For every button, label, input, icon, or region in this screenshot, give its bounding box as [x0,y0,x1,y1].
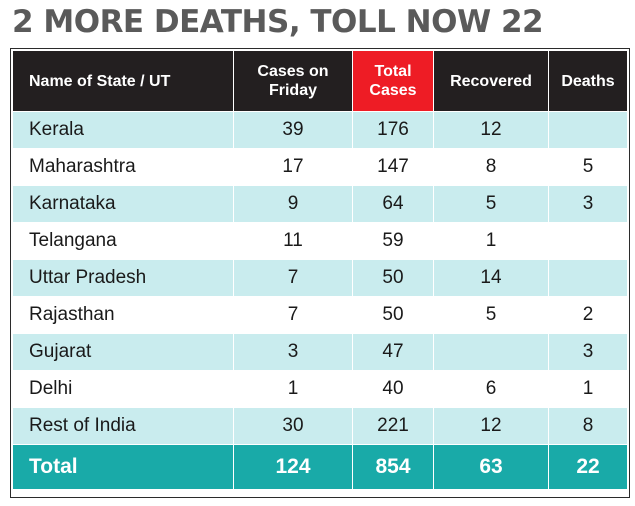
table-cell-friday: 1 [234,371,352,407]
table-cell-friday: 11 [234,223,352,259]
table-cell-recovered: 12 [434,408,548,444]
total-row-total: 854 [353,445,433,489]
table-cell-total: 40 [353,371,433,407]
table-cell-deaths [549,223,627,259]
table-row-state: Karnataka [13,186,233,222]
table-cell-recovered: 8 [434,149,548,185]
header-cases-on-friday: Cases on Friday [234,51,352,111]
table-cell-total: 47 [353,334,433,370]
table-cell-total: 64 [353,186,433,222]
table-row-state: Gujarat [13,334,233,370]
total-row-friday: 124 [234,445,352,489]
table-row-state: Delhi [13,371,233,407]
table-cell-total: 50 [353,260,433,296]
header-recovered: Recovered [434,51,548,111]
table-row-state: Rest of India [13,408,233,444]
table-cell-recovered: 1 [434,223,548,259]
table-cell-total: 221 [353,408,433,444]
table-cell-deaths [549,260,627,296]
total-row-state: Total [13,445,233,489]
table-cell-deaths: 2 [549,297,627,333]
table-grid: Name of State / UT Cases on Friday Total… [13,51,627,489]
table-row-state: Maharashtra [13,149,233,185]
headline: 2 MORE DEATHS, TOLL NOW 22 [12,4,544,40]
total-row-deaths: 22 [549,445,627,489]
table-cell-friday: 7 [234,260,352,296]
table-cell-recovered: 12 [434,112,548,148]
table-cell-total: 147 [353,149,433,185]
table-cell-recovered: 5 [434,186,548,222]
table-cell-friday: 7 [234,297,352,333]
table-cell-recovered: 5 [434,297,548,333]
table-cell-deaths: 3 [549,334,627,370]
covid-cases-table: Name of State / UT Cases on Friday Total… [10,48,630,498]
header-total-cases: Total Cases [353,51,433,111]
table-cell-friday: 17 [234,149,352,185]
table-cell-deaths [549,112,627,148]
table-cell-recovered [434,334,548,370]
table-row-state: Telangana [13,223,233,259]
table-cell-total: 59 [353,223,433,259]
table-cell-friday: 30 [234,408,352,444]
table-cell-total: 50 [353,297,433,333]
header-state: Name of State / UT [13,51,233,111]
table-row-state: Rajasthan [13,297,233,333]
table-cell-deaths: 1 [549,371,627,407]
header-deaths: Deaths [549,51,627,111]
table-cell-recovered: 14 [434,260,548,296]
table-cell-deaths: 3 [549,186,627,222]
table-cell-friday: 3 [234,334,352,370]
table-cell-friday: 39 [234,112,352,148]
table-row-state: Kerala [13,112,233,148]
table-cell-recovered: 6 [434,371,548,407]
table-cell-friday: 9 [234,186,352,222]
table-cell-deaths: 5 [549,149,627,185]
total-row-recovered: 63 [434,445,548,489]
table-cell-total: 176 [353,112,433,148]
table-cell-deaths: 8 [549,408,627,444]
table-row-state: Uttar Pradesh [13,260,233,296]
